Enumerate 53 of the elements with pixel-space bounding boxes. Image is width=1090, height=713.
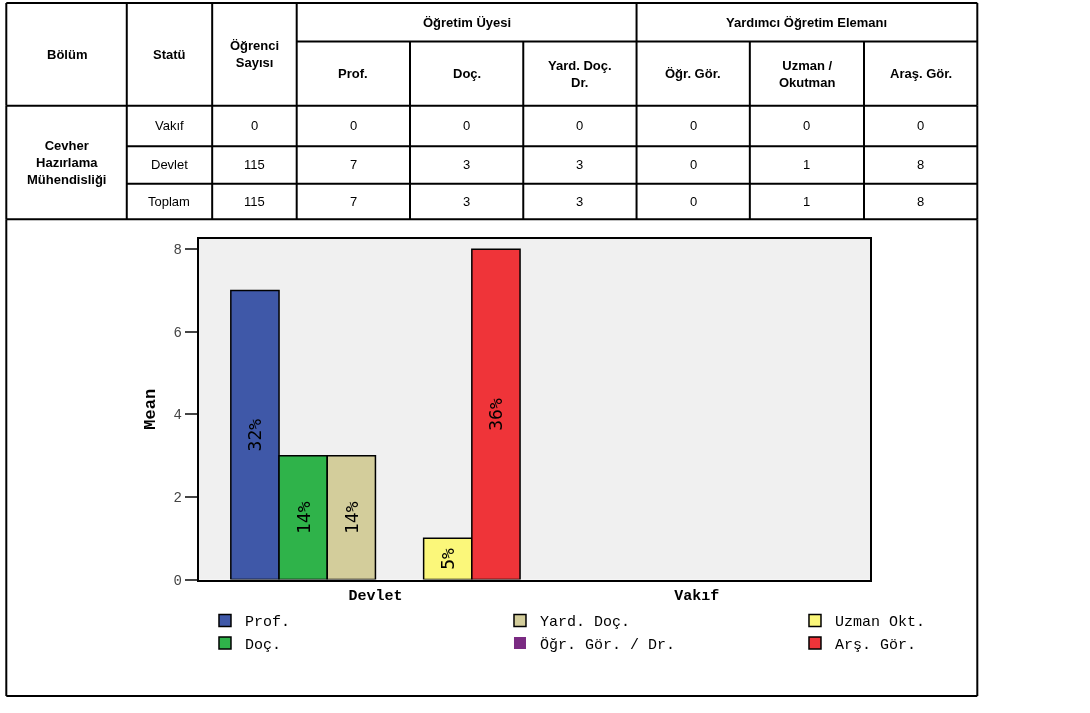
legend-label: Prof.: [244, 614, 291, 632]
text: 0: [251, 118, 259, 133]
text: 0: [350, 118, 358, 133]
category-label: Devlet: [151, 157, 188, 172]
legend-label: Arş. Gör.: [834, 636, 917, 654]
text: 0: [690, 118, 698, 133]
legend-label: Yard. Doç.: [539, 614, 631, 632]
legend-label: Öğr. Gör. / Dr.: [539, 635, 676, 654]
text: 115: [244, 194, 265, 209]
annotation: 36%: [485, 398, 507, 431]
category-label: Vakıf: [155, 118, 184, 133]
y-tick-label: 4: [173, 407, 182, 424]
text: 0: [690, 194, 698, 209]
text: 3: [463, 194, 471, 209]
y-tick-label: 0: [173, 572, 182, 589]
category-label: Öğr. Gör.: [665, 66, 721, 81]
category-label: Uzman / Okutman: [779, 58, 836, 90]
category-label: Statü: [153, 47, 186, 62]
text: 1: [803, 194, 811, 209]
category-label: Toplam: [148, 194, 190, 209]
y-tick-label: 8: [173, 242, 182, 259]
text: Öğretim Üyesi: [423, 15, 512, 30]
text: 8: [917, 194, 925, 209]
text: 7: [350, 157, 358, 172]
category-label: Araş. Gör.: [890, 66, 953, 81]
y-tick-label: 2: [173, 489, 182, 506]
text: 0: [803, 118, 811, 133]
text: 0: [690, 157, 698, 172]
y-tick-label: 6: [173, 324, 182, 341]
category-label: Bölüm: [47, 47, 88, 62]
annotation: 5%: [437, 548, 459, 570]
category-label: Prof.: [338, 66, 368, 81]
annotation: 14%: [340, 501, 362, 534]
text: 0: [917, 118, 925, 133]
text: 3: [463, 157, 471, 172]
category-label: Yard. Doç. Dr.: [548, 58, 612, 90]
legend-label: Doç.: [244, 636, 282, 654]
text: 8: [917, 157, 925, 172]
category-label: Öğrenci Sayısı: [230, 38, 280, 70]
text: Cevher Hazırlama Mühendisliği: [27, 138, 107, 187]
text: 7: [350, 194, 358, 209]
text: 3: [576, 194, 584, 209]
text: 0: [576, 118, 584, 133]
legend-label: Uzman Okt.: [834, 614, 926, 632]
y-axis-title: Mean: [140, 388, 160, 430]
text: 0: [463, 118, 471, 133]
text: 3: [576, 157, 584, 172]
annotation: 32%: [244, 418, 266, 452]
text: 1: [803, 157, 811, 172]
text: Yardımcı Öğretim Elemanı: [726, 15, 888, 30]
annotation: 14%: [292, 501, 314, 534]
text: 115: [244, 157, 265, 172]
category-label: Doç.: [453, 66, 482, 81]
